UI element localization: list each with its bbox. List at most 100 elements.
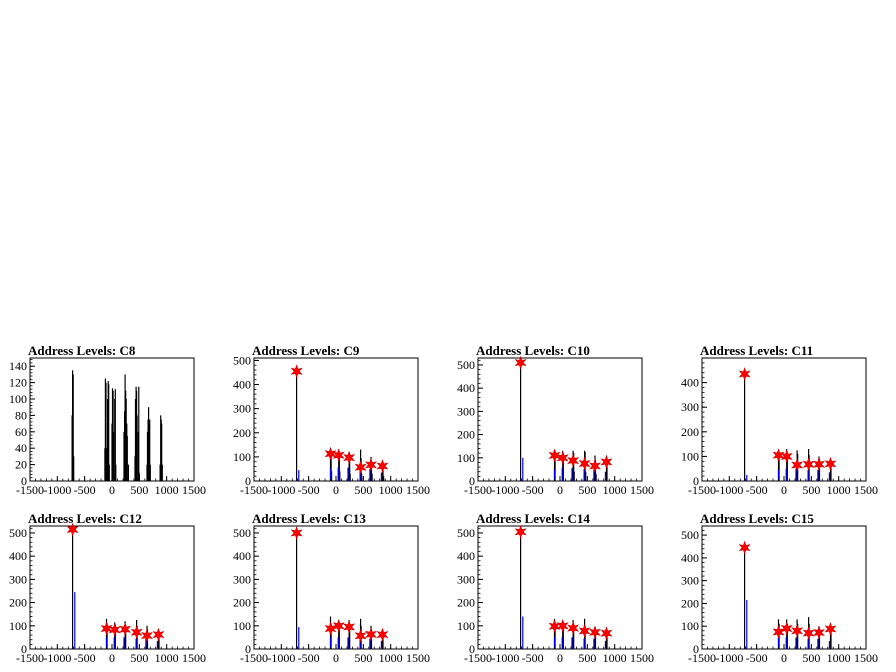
ytick-label-1-0: 0 <box>245 474 251 488</box>
xtick-label-1-3: 0 <box>333 483 339 497</box>
xtick-label-5-2: -500 <box>298 651 320 665</box>
xtick-label-5-1: -1000 <box>267 651 295 665</box>
xtick-label-3-2: -500 <box>746 483 768 497</box>
ytick-label-0-6: 120 <box>9 376 27 390</box>
peak-marker-4-0 <box>66 522 79 537</box>
ytick-label-6-0: 0 <box>469 642 475 656</box>
peak-marker-2-1 <box>548 448 561 463</box>
peak-marker-1-4 <box>354 460 367 475</box>
peak-marker-1-0 <box>290 364 303 379</box>
chart-panel-4: Address Levels: C12 0 100 200 300 400 500 -1500… <box>9 511 206 665</box>
ytick-label-6-1: 100 <box>457 619 475 633</box>
xtick-label-3-5: 1000 <box>827 483 851 497</box>
peak-marker-2-5 <box>588 459 601 473</box>
peak-marker-4-2 <box>108 622 121 637</box>
xtick-label-6-0: -1500 <box>464 651 492 665</box>
xtick-label-2-3: 0 <box>557 483 563 497</box>
xtick-label-2-0: -1500 <box>464 483 492 497</box>
peak-marker-2-2 <box>556 450 569 465</box>
ytick-label-7-1: 100 <box>681 619 699 633</box>
chart-title-1: Address Levels: C9 <box>252 343 360 358</box>
ytick-label-1-1: 100 <box>233 450 251 464</box>
xtick-label-5-4: 500 <box>354 651 372 665</box>
chart-title-3: Address Levels: C11 <box>700 343 813 358</box>
peak-marker-6-1 <box>548 619 561 634</box>
chart-panel-2: Address Levels: C10 0 100 200 300 400 500 -1500… <box>457 343 654 497</box>
xtick-label-3-4: 500 <box>802 483 820 497</box>
peak-marker-5-4 <box>354 628 367 643</box>
ytick-label-6-2: 200 <box>457 596 475 610</box>
peak-marker-6-0 <box>514 524 527 539</box>
xtick-label-3-1: -1000 <box>715 483 743 497</box>
peak-marker-7-2 <box>780 621 793 636</box>
ytick-label-7-3: 300 <box>681 574 699 588</box>
xtick-label-0-3: 0 <box>109 483 115 497</box>
ytick-label-4-5: 500 <box>9 526 27 540</box>
chart-panel-5: Address Levels: C13 0 100 200 300 400 500 -1500… <box>233 511 430 665</box>
peak-marker-3-2 <box>780 449 793 464</box>
xtick-label-4-5: 1000 <box>155 651 179 665</box>
ytick-label-4-2: 200 <box>9 596 27 610</box>
plot-frame-1 <box>253 357 419 482</box>
peak-marker-4-4 <box>130 625 143 640</box>
chart-title-5: Address Levels: C13 <box>252 511 366 526</box>
xtick-label-6-3: 0 <box>557 651 563 665</box>
ytick-label-5-1: 100 <box>233 619 251 633</box>
xtick-label-4-3: 0 <box>109 651 115 665</box>
peak-marker-6-2 <box>556 618 569 633</box>
peak-marker-6-3 <box>567 621 580 636</box>
xtick-label-5-3: 0 <box>333 651 339 665</box>
xtick-label-3-3: 0 <box>781 483 787 497</box>
xtick-label-4-1: -1000 <box>43 651 71 665</box>
ytick-label-5-3: 300 <box>233 572 251 586</box>
xtick-label-7-3: 0 <box>781 651 787 665</box>
peak-marker-7-1 <box>772 625 785 639</box>
chart-panel-3: Address Levels: C11 0 100 200 300 400 -1500 -10… <box>681 343 878 497</box>
peak-marker-5-5 <box>364 627 377 642</box>
peak-marker-3-6 <box>824 456 837 471</box>
peak-marker-7-3 <box>791 623 804 638</box>
xtick-label-4-2: -500 <box>74 651 96 665</box>
ytick-label-1-4: 400 <box>233 378 251 392</box>
xtick-label-0-4: 500 <box>130 483 148 497</box>
peak-marker-7-0 <box>738 540 751 555</box>
xtick-label-0-1: -1000 <box>43 483 71 497</box>
xtick-label-5-5: 1000 <box>379 651 403 665</box>
xtick-label-2-6: 1500 <box>630 483 654 497</box>
ytick-label-3-4: 400 <box>681 376 699 390</box>
peak-marker-7-5 <box>812 625 825 640</box>
xtick-label-1-6: 1500 <box>406 483 430 497</box>
chart-title-4: Address Levels: C12 <box>28 511 142 526</box>
chart-panel-1: Address Levels: C90100200300400500-1500-… <box>233 343 430 497</box>
peak-marker-6-5 <box>588 625 601 640</box>
peak-marker-5-0 <box>290 526 303 540</box>
xtick-label-1-5: 1000 <box>379 483 403 497</box>
ytick-label-1-2: 200 <box>233 426 251 440</box>
xtick-label-7-5: 1000 <box>827 651 851 665</box>
peak-marker-1-6 <box>376 459 389 473</box>
peak-marker-5-2 <box>332 618 345 633</box>
xtick-label-0-6: 1500 <box>182 483 206 497</box>
xtick-label-1-0: -1500 <box>240 483 268 497</box>
xtick-label-1-2: -500 <box>298 483 320 497</box>
peak-marker-4-6 <box>152 627 165 642</box>
ytick-label-3-0: 0 <box>693 474 699 488</box>
peak-marker-3-4 <box>802 457 815 472</box>
ytick-label-2-1: 100 <box>457 451 475 465</box>
peak-marker-1-3 <box>343 450 356 465</box>
ytick-label-4-1: 100 <box>9 619 27 633</box>
ytick-label-6-4: 400 <box>457 549 475 563</box>
chart-panel-0: Address Levels: C8 0 20 40 60 80 100 120 140 -150… <box>9 343 206 497</box>
ytick-label-0-5: 100 <box>9 392 27 406</box>
ytick-label-5-2: 200 <box>233 596 251 610</box>
xtick-label-2-4: 500 <box>578 483 596 497</box>
peak-marker-4-5 <box>140 628 153 643</box>
xtick-label-0-0: -1500 <box>16 483 44 497</box>
ytick-label-1-5: 500 <box>233 353 251 367</box>
peak-marker-4-3 <box>119 622 132 637</box>
peak-marker-6-4 <box>578 623 591 638</box>
xtick-label-5-0: -1500 <box>240 651 268 665</box>
xtick-label-7-4: 500 <box>802 651 820 665</box>
ytick-label-3-2: 200 <box>681 425 699 439</box>
